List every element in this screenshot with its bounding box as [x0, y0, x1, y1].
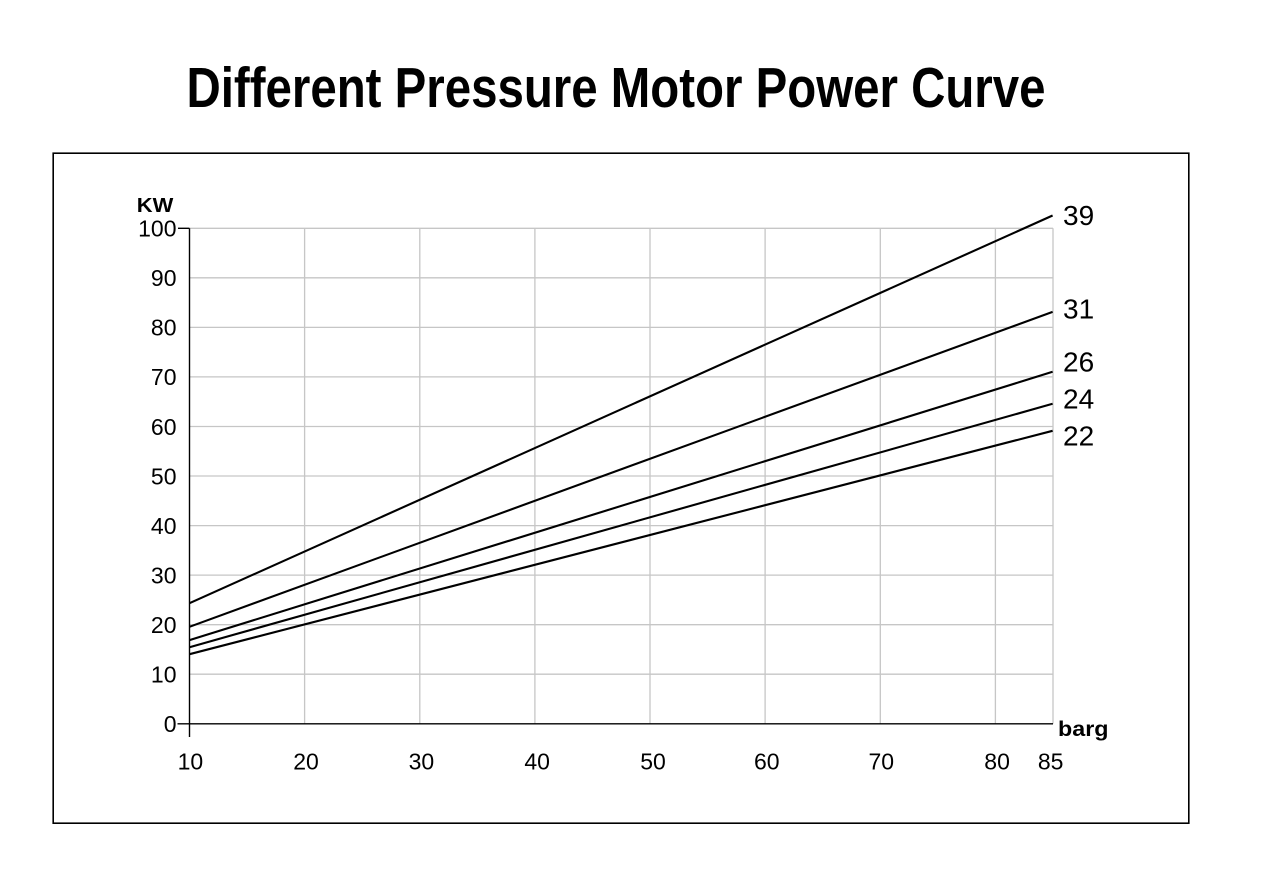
svg-text:39: 39: [1063, 200, 1094, 231]
svg-text:30: 30: [151, 562, 177, 588]
svg-text:26: 26: [1063, 346, 1094, 377]
svg-text:30: 30: [409, 748, 435, 774]
svg-text:80: 80: [151, 315, 177, 341]
svg-text:40: 40: [151, 513, 177, 539]
svg-text:20: 20: [293, 748, 319, 774]
svg-text:40: 40: [524, 748, 550, 774]
svg-text:barg: barg: [1058, 717, 1109, 741]
svg-text:50: 50: [640, 748, 666, 774]
svg-text:85: 85: [1038, 748, 1064, 774]
svg-text:22: 22: [1063, 421, 1094, 452]
svg-text:100: 100: [138, 216, 176, 242]
svg-text:0: 0: [164, 711, 177, 737]
svg-text:31: 31: [1063, 294, 1094, 325]
svg-text:60: 60: [151, 414, 177, 440]
svg-text:80: 80: [984, 748, 1010, 774]
svg-text:KW: KW: [137, 195, 174, 217]
svg-text:90: 90: [151, 265, 177, 291]
svg-text:70: 70: [869, 748, 895, 774]
svg-text:60: 60: [754, 748, 780, 774]
svg-text:10: 10: [151, 662, 177, 688]
svg-text:20: 20: [151, 612, 177, 638]
svg-text:Different Pressure Motor Power: Different Pressure Motor Power Curve: [187, 56, 1046, 119]
svg-text:10: 10: [178, 748, 204, 774]
svg-text:70: 70: [151, 364, 177, 390]
svg-text:24: 24: [1063, 384, 1094, 415]
svg-text:50: 50: [151, 463, 177, 489]
